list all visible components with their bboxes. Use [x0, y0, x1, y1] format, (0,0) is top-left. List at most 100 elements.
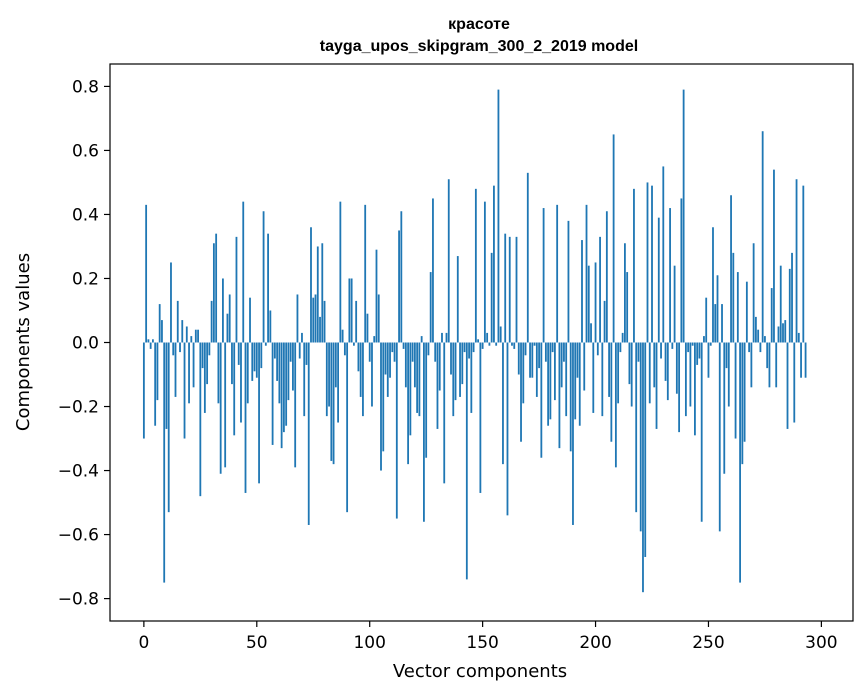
x-axis-label: Vector components	[393, 661, 567, 682]
bar	[203, 342, 206, 413]
bar	[287, 342, 290, 401]
bar	[380, 342, 382, 471]
bar	[761, 131, 764, 343]
y-tick-label: −0.4	[58, 462, 99, 482]
bar	[804, 342, 807, 378]
bar	[779, 265, 782, 343]
y-tick-label: 0.4	[72, 205, 99, 225]
bar	[181, 320, 184, 343]
bar	[628, 342, 631, 385]
bar	[483, 201, 486, 343]
bar	[161, 320, 163, 343]
bar	[520, 342, 522, 442]
bar	[235, 236, 238, 343]
bar	[156, 342, 159, 401]
bar	[395, 342, 398, 519]
bar	[276, 342, 279, 381]
bar	[791, 252, 793, 343]
bar	[222, 278, 224, 343]
bar	[201, 342, 204, 369]
bar	[368, 342, 371, 362]
bar	[488, 342, 491, 346]
bar	[224, 342, 227, 468]
bar	[698, 342, 701, 359]
bar	[208, 342, 211, 356]
bar	[267, 233, 269, 343]
bar	[666, 342, 669, 401]
bar	[246, 342, 249, 404]
bar	[413, 342, 416, 388]
bar	[436, 342, 439, 429]
bar	[723, 342, 726, 474]
bar	[642, 342, 644, 593]
bar	[404, 342, 407, 388]
bar	[366, 313, 369, 343]
bar	[425, 342, 428, 458]
bar	[680, 198, 683, 343]
bar	[522, 342, 525, 404]
bar	[687, 342, 690, 353]
bar	[273, 342, 276, 359]
x-tick-label: 50	[246, 633, 268, 653]
bar	[560, 342, 563, 388]
bar	[282, 342, 285, 433]
bar	[739, 342, 741, 583]
bar	[441, 332, 443, 343]
bar	[617, 342, 620, 404]
bar	[637, 342, 640, 362]
bar	[572, 342, 574, 525]
bar	[614, 342, 617, 468]
bar	[402, 342, 405, 349]
bar	[296, 294, 299, 343]
bar	[504, 233, 507, 343]
bar	[429, 272, 432, 343]
x-axis-ticks: 0 50 100 150 200 250 300	[138, 621, 838, 653]
bar	[655, 342, 658, 429]
bar	[754, 316, 757, 343]
bar	[508, 236, 511, 343]
bar	[567, 220, 570, 343]
bar	[716, 275, 719, 343]
bar	[251, 342, 254, 381]
bar	[587, 265, 590, 343]
bar	[145, 204, 148, 343]
bar	[594, 262, 597, 343]
bar	[730, 195, 732, 343]
bar	[321, 243, 324, 343]
bar	[477, 339, 480, 343]
y-tick-label: −0.6	[58, 526, 99, 546]
bar	[255, 342, 258, 378]
bar	[581, 240, 583, 343]
bar	[714, 304, 717, 343]
bar	[423, 342, 425, 522]
bar	[700, 342, 703, 522]
bar	[770, 288, 773, 343]
x-tick-label: 100	[353, 633, 385, 653]
bar	[669, 208, 671, 343]
bar	[377, 294, 380, 343]
bar	[325, 342, 328, 417]
bar	[786, 342, 789, 429]
bar	[167, 342, 170, 513]
bar	[691, 342, 694, 346]
bar	[800, 342, 802, 378]
bar	[782, 323, 784, 343]
bar	[459, 342, 461, 397]
bar	[142, 342, 145, 439]
bar	[188, 342, 190, 404]
bar	[696, 342, 699, 365]
bar	[192, 342, 195, 388]
bar	[535, 342, 538, 397]
bar	[339, 201, 342, 343]
bar	[158, 304, 161, 343]
bar	[648, 342, 651, 404]
bar	[610, 342, 613, 442]
bar	[684, 342, 687, 417]
bar	[262, 211, 265, 343]
bar	[260, 342, 263, 369]
bar	[264, 342, 267, 346]
bar	[646, 182, 649, 343]
x-tick-label: 150	[466, 633, 498, 653]
bar	[752, 243, 755, 343]
bar	[301, 332, 303, 343]
